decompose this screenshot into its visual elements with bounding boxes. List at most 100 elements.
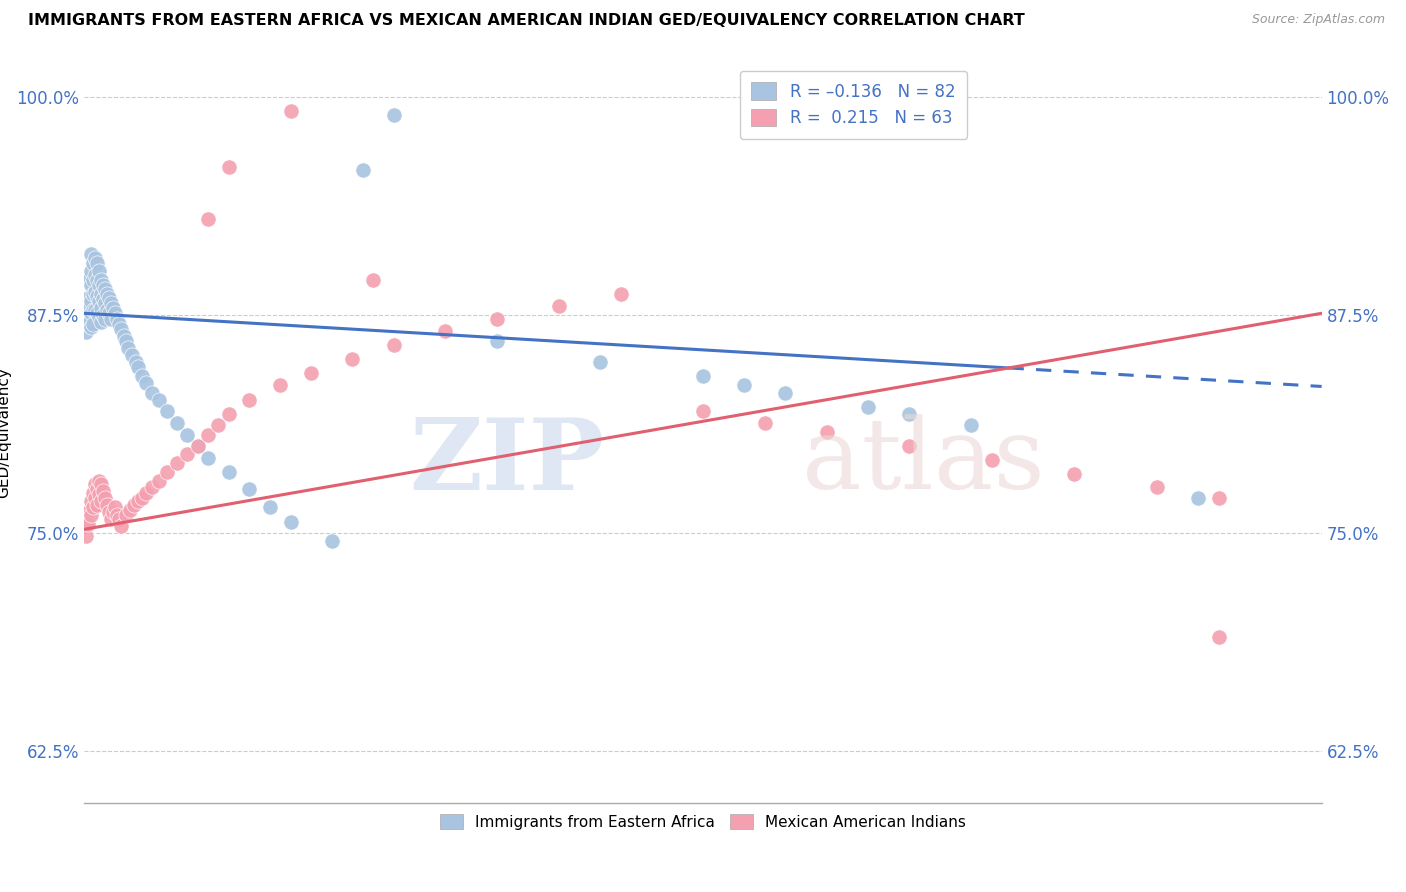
Point xyxy=(898,439,921,453)
Point xyxy=(485,311,508,326)
Point xyxy=(125,355,148,369)
Point xyxy=(104,306,127,320)
Point xyxy=(94,296,117,310)
Point xyxy=(269,377,291,392)
Point xyxy=(75,529,97,543)
Point xyxy=(754,416,776,430)
Point xyxy=(79,320,101,334)
Point xyxy=(259,500,281,514)
Point xyxy=(114,508,136,523)
Point xyxy=(79,306,101,320)
Point xyxy=(898,407,921,421)
Point xyxy=(122,498,145,512)
Point xyxy=(218,407,240,421)
Point xyxy=(83,251,105,265)
Point xyxy=(105,311,128,326)
Point xyxy=(96,302,118,317)
Point xyxy=(91,483,114,498)
Point xyxy=(321,534,343,549)
Point xyxy=(82,485,104,500)
Point xyxy=(110,518,132,533)
Point xyxy=(166,456,188,470)
Point xyxy=(82,287,104,301)
Point xyxy=(692,369,714,384)
Point xyxy=(361,273,384,287)
Point xyxy=(83,491,105,505)
Point xyxy=(83,268,105,282)
Point xyxy=(79,494,101,508)
Point xyxy=(1146,481,1168,495)
Point xyxy=(82,500,104,514)
Point xyxy=(91,278,114,293)
Point xyxy=(733,377,755,392)
Point xyxy=(187,439,209,453)
Point xyxy=(77,302,100,317)
Text: atlas: atlas xyxy=(801,415,1045,510)
Point xyxy=(75,302,97,317)
Point xyxy=(87,474,110,488)
Point xyxy=(87,487,110,501)
Point xyxy=(82,256,104,270)
Point xyxy=(77,291,100,305)
Point xyxy=(82,317,104,331)
Point xyxy=(131,369,153,384)
Point xyxy=(86,289,108,303)
Text: ZIP: ZIP xyxy=(409,414,605,511)
Point xyxy=(75,517,97,532)
Point xyxy=(156,465,179,479)
Point xyxy=(127,494,149,508)
Point xyxy=(105,508,128,523)
Point xyxy=(98,505,121,519)
Point xyxy=(238,393,260,408)
Point xyxy=(117,341,139,355)
Point xyxy=(1187,491,1209,505)
Point xyxy=(86,482,108,496)
Point xyxy=(100,311,122,326)
Point xyxy=(77,317,100,331)
Point xyxy=(141,481,163,495)
Point xyxy=(114,334,136,348)
Point xyxy=(815,425,838,439)
Point xyxy=(342,351,364,366)
Point xyxy=(91,308,114,322)
Point xyxy=(112,329,135,343)
Point xyxy=(547,299,569,313)
Point xyxy=(692,404,714,418)
Point xyxy=(77,273,100,287)
Point xyxy=(87,310,110,324)
Point xyxy=(79,278,101,293)
Point xyxy=(108,512,131,526)
Point xyxy=(83,285,105,300)
Point xyxy=(1063,467,1085,481)
Point xyxy=(90,477,112,491)
Point xyxy=(141,386,163,401)
Point xyxy=(79,247,101,261)
Point xyxy=(98,306,121,320)
Y-axis label: GED/Equivalency: GED/Equivalency xyxy=(0,368,11,498)
Point xyxy=(280,104,302,119)
Point xyxy=(609,287,631,301)
Point xyxy=(96,498,118,512)
Point xyxy=(121,348,143,362)
Point xyxy=(90,273,112,287)
Point xyxy=(79,294,101,309)
Point xyxy=(187,439,209,453)
Point xyxy=(77,505,100,519)
Point xyxy=(382,337,405,351)
Point xyxy=(176,428,198,442)
Point xyxy=(382,108,405,122)
Point xyxy=(197,450,219,465)
Point xyxy=(77,517,100,532)
Point xyxy=(1208,630,1230,644)
Point xyxy=(79,264,101,278)
Point xyxy=(218,465,240,479)
Point xyxy=(110,322,132,336)
Point xyxy=(197,428,219,442)
Point xyxy=(90,301,112,315)
Point xyxy=(103,505,125,519)
Point xyxy=(104,500,127,514)
Point xyxy=(108,317,131,331)
Point xyxy=(280,516,302,530)
Point xyxy=(238,482,260,496)
Point xyxy=(86,273,108,287)
